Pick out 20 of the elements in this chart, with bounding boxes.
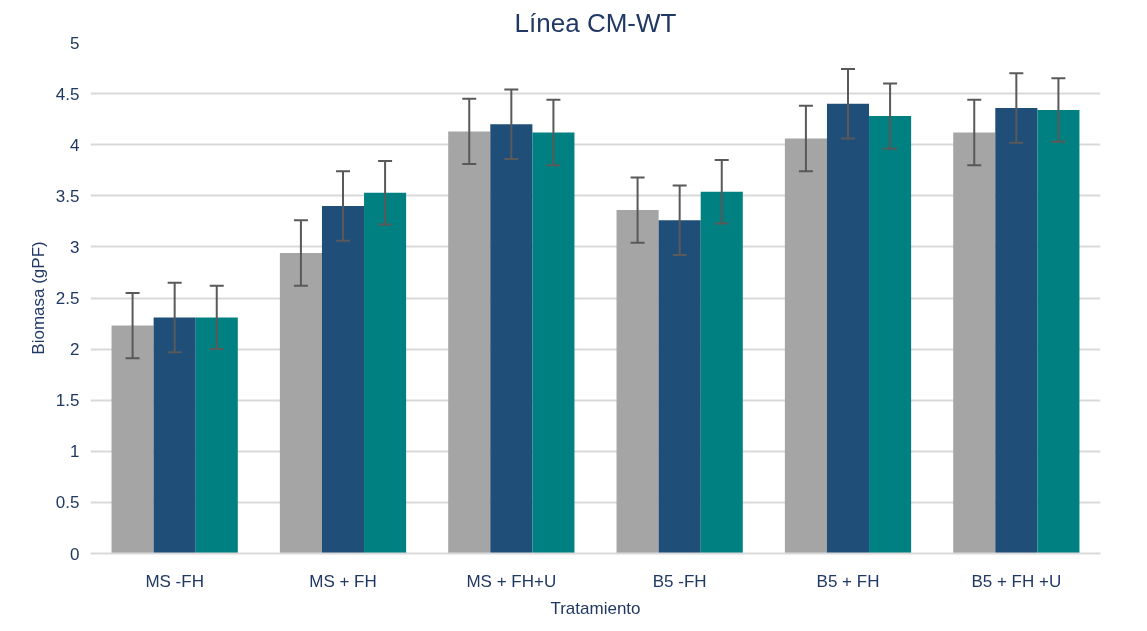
- y-tick-label: 3: [70, 237, 80, 257]
- chart-title: Línea CM-WT: [514, 7, 677, 38]
- x-tick-label: B5 + FH: [816, 571, 880, 591]
- y-tick-label: 2: [70, 340, 80, 360]
- x-tick-label: B5 + FH +U: [971, 571, 1062, 591]
- y-tick-label: 1: [70, 442, 80, 462]
- x-tick-label: MS + FH+U: [466, 571, 557, 591]
- y-tick-label: 1.5: [55, 391, 80, 411]
- y-tick-label: 0: [70, 544, 80, 564]
- y-tick-label: 5: [70, 33, 80, 53]
- y-tick-label: 2.5: [55, 289, 80, 308]
- x-tick-label: B5 -FH: [652, 571, 707, 591]
- x-tick-label: MS -FH: [145, 571, 204, 591]
- y-axis-title: Biomasa (gPF): [28, 241, 48, 355]
- y-tick-label: 4.5: [55, 84, 80, 104]
- y-tick-label: 0.5: [55, 493, 80, 513]
- x-tick-label: MS + FH: [309, 571, 377, 591]
- y-tick-label: 3.5: [55, 186, 80, 206]
- y-tick-label: 4: [70, 135, 80, 155]
- x-axis-title: Tratamiento: [550, 598, 641, 618]
